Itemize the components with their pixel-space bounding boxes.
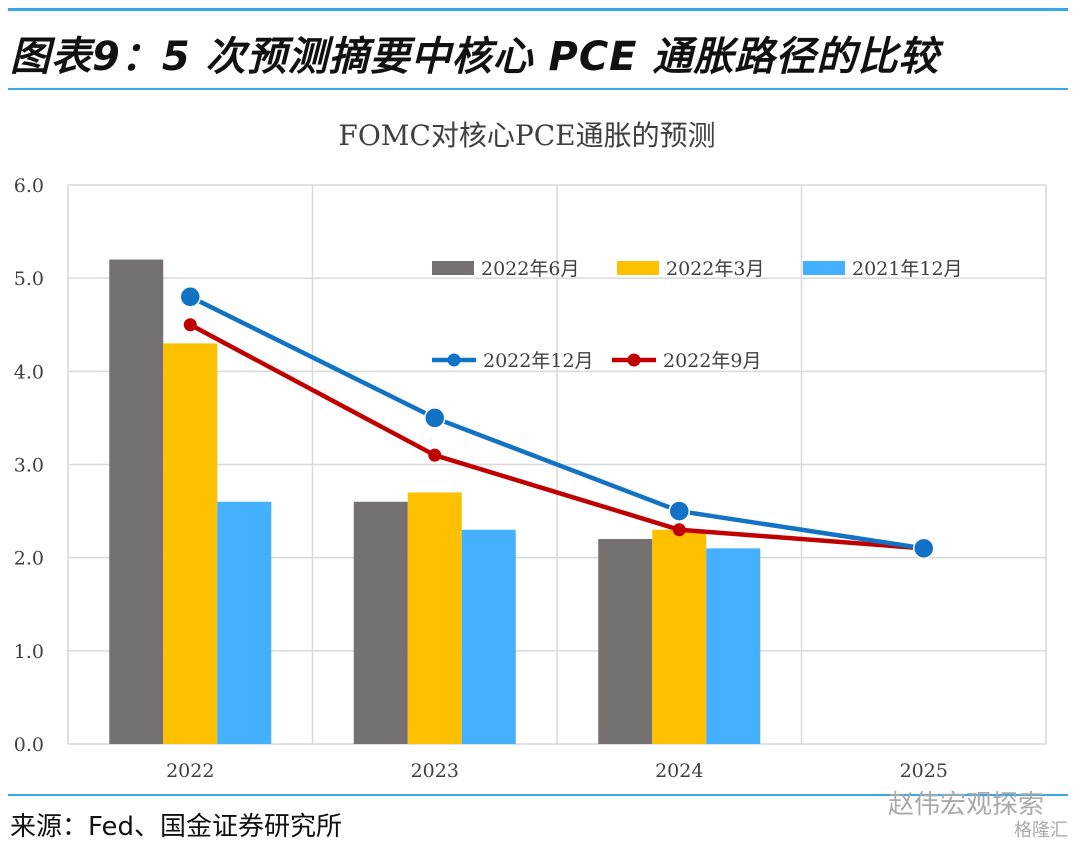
legend-label: 2022年9月 bbox=[663, 350, 761, 372]
y-tick-label: 3.0 bbox=[14, 455, 44, 477]
pce-chart: FOMC对核心PCE通胀的预测 0.0 1.0 2.0 3.0 4.0 5.0 6.0 2022… bbox=[14, 119, 1047, 782]
line-point bbox=[913, 537, 935, 560]
y-tick-label: 6.0 bbox=[14, 175, 44, 197]
y-tick-label: 4.0 bbox=[14, 361, 44, 383]
y-tick-label: 1.0 bbox=[14, 641, 44, 663]
top-rule bbox=[8, 8, 1068, 11]
legend-swatch bbox=[803, 261, 845, 275]
line-point bbox=[183, 318, 197, 332]
x-tick-label: 2025 bbox=[900, 760, 948, 782]
x-tick-label: 2024 bbox=[655, 760, 703, 782]
y-tick-label: 5.0 bbox=[14, 268, 44, 290]
legend-label: 2022年6月 bbox=[481, 258, 579, 280]
line-point bbox=[424, 407, 446, 429]
line-point bbox=[668, 500, 690, 522]
series-line bbox=[189, 322, 924, 551]
line-point bbox=[672, 523, 686, 537]
chart-container: FOMC对核心PCE通胀的预测 0.0 1.0 2.0 3.0 4.0 5.0 6.0 2022… bbox=[0, 100, 1080, 795]
legend-swatch bbox=[617, 261, 659, 275]
x-tick-label: 2023 bbox=[411, 760, 459, 782]
legend-marker bbox=[447, 353, 461, 367]
line-point bbox=[428, 448, 442, 462]
bar bbox=[217, 501, 272, 744]
legend-marker bbox=[627, 353, 641, 367]
y-tick-label: 2.0 bbox=[14, 548, 44, 570]
heading-rule bbox=[8, 88, 1068, 90]
source-note: 来源：Fed、国金证券研究所 bbox=[10, 812, 343, 842]
series-line bbox=[189, 294, 925, 551]
legend-label: 2022年12月 bbox=[483, 350, 594, 372]
bar bbox=[652, 529, 707, 744]
footer-rule bbox=[8, 794, 1068, 796]
watermark-text: 赵伟宏观探索 bbox=[887, 790, 1044, 820]
bar bbox=[109, 259, 164, 744]
legend-swatch bbox=[432, 261, 474, 275]
y-tick-label: 0.0 bbox=[14, 734, 44, 756]
x-tick-label: 2022 bbox=[166, 760, 214, 782]
legend-label: 2022年3月 bbox=[666, 258, 764, 280]
bar bbox=[598, 539, 653, 744]
line-point bbox=[179, 286, 201, 308]
bar bbox=[163, 343, 218, 744]
bar bbox=[353, 501, 408, 744]
legend-label: 2021年12月 bbox=[852, 258, 963, 280]
bar bbox=[706, 548, 761, 744]
chart-title: FOMC对核心PCE通胀的预测 bbox=[338, 119, 715, 152]
bar bbox=[407, 492, 462, 744]
bar bbox=[461, 529, 516, 744]
watermark-logo: 格隆汇 bbox=[1014, 820, 1068, 841]
figure-heading: 图表9：5 次预测摘要中核心 PCE 通胀路径的比较 bbox=[10, 34, 940, 80]
